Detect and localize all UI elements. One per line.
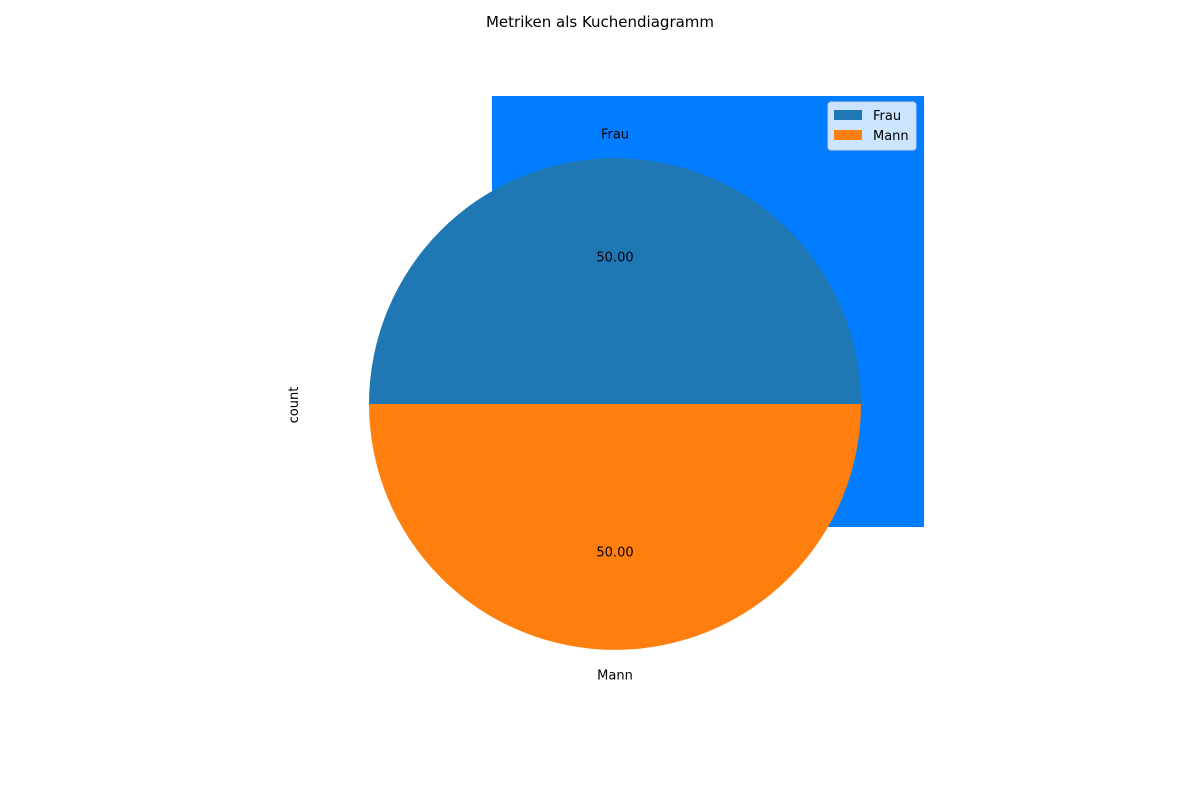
legend-swatch-frau <box>834 110 862 120</box>
pie-slice-frau <box>369 158 861 404</box>
slice-labels: 50.00 Frau 50.00 Mann <box>596 127 633 683</box>
slice-pct-label-frau: 50.00 <box>596 250 633 265</box>
legend: Frau Mann <box>827 101 917 151</box>
slice-category-label-frau: Frau <box>601 127 629 142</box>
slice-pct-label-mann: 50.00 <box>596 546 633 561</box>
pie-slice-mann <box>369 404 861 650</box>
pie-slices <box>369 158 861 650</box>
legend-label-frau: Frau <box>873 109 901 124</box>
chart-title: Metriken als Kuchendiagramm <box>486 13 714 31</box>
legend-swatch-mann <box>834 130 862 140</box>
slice-category-label-mann: Mann <box>597 669 633 684</box>
y-axis-label: count <box>287 387 302 424</box>
legend-label-mann: Mann <box>873 129 909 144</box>
